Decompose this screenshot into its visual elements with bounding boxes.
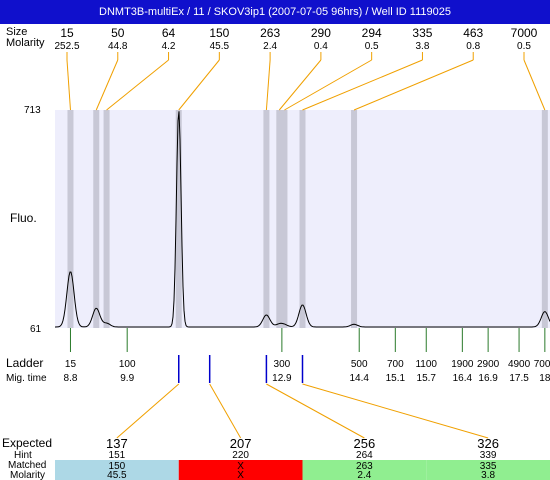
ladder-time-label: 14.4 <box>349 373 369 384</box>
ladder-label: Ladder <box>6 356 43 370</box>
expected-label: Expected <box>2 436 52 450</box>
peaks-molarity-label: Molarity <box>6 37 45 49</box>
ladder-time-label: 16.9 <box>478 373 498 384</box>
expected-size: 256 <box>354 436 376 451</box>
expected-callout-line <box>302 383 489 439</box>
peak-callout-line <box>265 59 271 111</box>
ladder-size-label: 300 <box>274 359 291 370</box>
peak-band <box>276 110 283 328</box>
match-status-cell <box>426 460 550 480</box>
matched-molarity: 45.5 <box>107 470 127 480</box>
hint-size: 220 <box>232 450 249 461</box>
peak-molarity-label: 0.4 <box>314 41 328 52</box>
y-max-label: 713 <box>24 105 41 116</box>
y-min-label: 61 <box>30 324 42 335</box>
peak-band <box>299 110 306 328</box>
peaks-size-label: Size <box>6 26 27 38</box>
peak-size-label: 294 <box>362 26 382 40</box>
hint-label: Hint <box>14 450 32 461</box>
peak-band <box>263 110 270 328</box>
match-status-cell <box>178 460 303 480</box>
peak-size-label: 50 <box>111 26 125 40</box>
peak-size-label: 263 <box>260 26 280 40</box>
expected-callout-line <box>209 383 242 439</box>
ladder-time-label: 18 <box>539 373 550 384</box>
peak-molarity-label: 44.8 <box>108 41 128 52</box>
fluorescence-trace <box>55 111 550 328</box>
matched-molarity: X <box>237 470 244 480</box>
ladder-size-label: 500 <box>351 359 368 370</box>
ladder-time-label: 12.9 <box>272 373 292 384</box>
peak-molarity-label: 0.5 <box>517 41 531 52</box>
ladder-time-label: 9.9 <box>120 373 134 384</box>
peak-callout-line <box>178 59 220 111</box>
ladder-size-label: 4900 <box>508 359 531 370</box>
peak-molarity-label: 2.4 <box>263 41 277 52</box>
ladder-time-label: 15.7 <box>417 373 437 384</box>
peak-molarity-label: 4.2 <box>162 41 176 52</box>
matched-label: Matched <box>8 460 46 471</box>
ladder-size-label: 1900 <box>451 359 474 370</box>
peak-size-label: 64 <box>162 26 176 40</box>
molarity-label: Molarity <box>10 470 45 480</box>
expected-callout-line <box>266 383 365 439</box>
peak-callout-line <box>106 59 169 111</box>
match-status-cell <box>55 460 179 480</box>
ladder-time-label: 15.1 <box>386 373 406 384</box>
peak-callout-line <box>302 59 423 111</box>
expected-size: 207 <box>230 436 252 451</box>
peak-size-label: 15 <box>60 26 74 40</box>
peak-band <box>281 110 288 328</box>
peak-band <box>93 110 100 328</box>
peak-size-label: 335 <box>412 26 432 40</box>
matched-size: 335 <box>480 461 497 472</box>
peak-band <box>103 110 110 328</box>
mig-time-label: Mig. time <box>6 373 47 384</box>
peak-band <box>175 110 182 328</box>
hint-size: 264 <box>356 450 373 461</box>
matched-size: 263 <box>356 461 373 472</box>
peak-band <box>541 110 548 328</box>
peak-molarity-label: 0.5 <box>365 41 379 52</box>
window-title: DNMT3B-multiEx / 11 / SKOV3ip1 (2007-07-… <box>0 0 550 24</box>
hint-size: 151 <box>109 450 126 461</box>
peak-molarity-label: 0.8 <box>466 41 480 52</box>
expected-size: 326 <box>477 436 499 451</box>
y-axis-label: Fluo. <box>10 211 37 225</box>
peak-size-label: 150 <box>209 26 229 40</box>
peak-molarity-label: 3.8 <box>415 41 429 52</box>
ladder-size-label: 700 <box>387 359 404 370</box>
ladder-size-label: 100 <box>119 359 136 370</box>
peak-molarity-label: 45.5 <box>210 41 230 52</box>
matched-molarity: 3.8 <box>481 470 495 480</box>
peak-callout-line <box>284 59 372 111</box>
peak-size-label: 463 <box>463 26 483 40</box>
peak-size-label: 7000 <box>511 26 538 40</box>
ladder-time-label: 17.5 <box>509 373 529 384</box>
matched-size: 150 <box>109 461 126 472</box>
matched-size: X <box>237 461 244 472</box>
matched-molarity: 2.4 <box>357 470 371 480</box>
ladder-size-label: 7000 <box>534 359 550 370</box>
ladder-size-label: 1100 <box>415 359 437 370</box>
ladder-size-label: 15 <box>65 359 77 370</box>
expected-size: 137 <box>106 436 128 451</box>
peak-size-label: 290 <box>311 26 331 40</box>
ladder-size-label: 2900 <box>477 359 500 370</box>
match-status-cell <box>302 460 427 480</box>
peak-molarity-label: 252.5 <box>54 41 79 52</box>
peak-callout-line <box>278 59 322 111</box>
hint-size: 339 <box>480 450 497 461</box>
peak-callout-line <box>66 59 71 111</box>
peak-band <box>67 110 74 328</box>
peak-callout-line <box>353 59 474 111</box>
peak-band <box>351 110 358 328</box>
expected-callout-line <box>116 383 180 439</box>
peak-callout-line <box>523 59 546 111</box>
ladder-time-label: 16.4 <box>453 373 473 384</box>
peak-callout-line <box>95 59 119 111</box>
ladder-time-label: 8.8 <box>64 373 78 384</box>
